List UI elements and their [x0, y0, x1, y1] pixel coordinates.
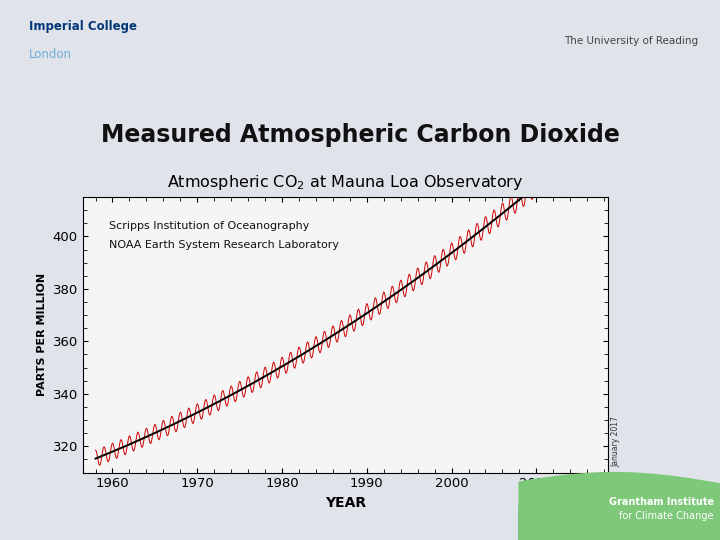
Text: Measured Atmospheric Carbon Dioxide: Measured Atmospheric Carbon Dioxide — [101, 123, 619, 147]
Polygon shape — [518, 487, 720, 540]
Text: January 2017: January 2017 — [611, 416, 620, 467]
Title: Atmospheric CO$_2$ at Mauna Loa Observatory: Atmospheric CO$_2$ at Mauna Loa Observat… — [167, 173, 524, 192]
Text: Scripps Institution of Oceanography: Scripps Institution of Oceanography — [109, 220, 310, 231]
Text: The University of Reading: The University of Reading — [564, 36, 698, 46]
Text: NOAA Earth System Research Laboratory: NOAA Earth System Research Laboratory — [109, 240, 339, 250]
Text: Imperial College: Imperial College — [29, 20, 137, 33]
X-axis label: YEAR: YEAR — [325, 496, 366, 510]
Text: Grantham Institute: Grantham Institute — [609, 497, 714, 507]
Text: London: London — [29, 48, 72, 62]
Y-axis label: PARTS PER MILLION: PARTS PER MILLION — [37, 273, 47, 396]
Text: for Climate Change: for Climate Change — [619, 511, 714, 521]
Polygon shape — [518, 472, 720, 540]
